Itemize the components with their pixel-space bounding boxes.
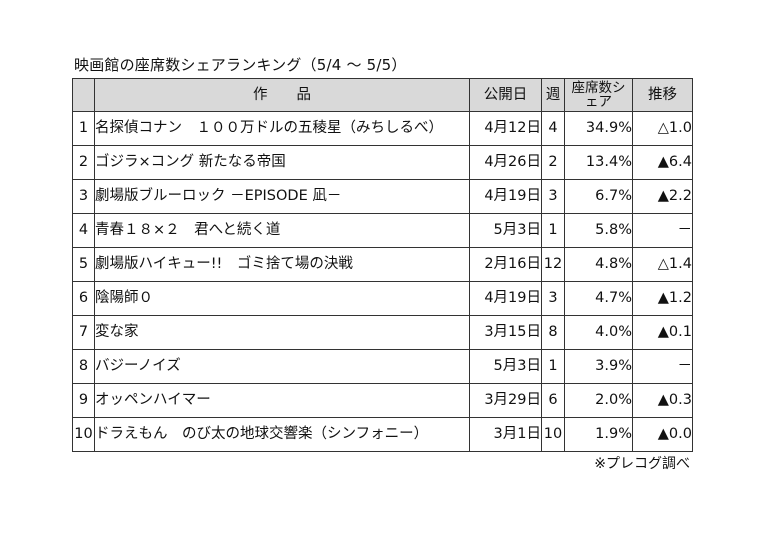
header-week: 週 [541,78,565,112]
week-cell: 1 [541,349,565,384]
page-title: 映画館の座席数シェアランキング（5/4 ～ 5/5） [74,56,407,74]
release-cell: 5月3日 [469,349,542,384]
release-cell: 3月29日 [469,383,542,418]
week-cell: 3 [541,179,565,214]
week-cell: 6 [541,383,565,418]
rank-cell: 2 [72,145,95,180]
title-cell: 陰陽師０ [94,281,470,316]
week-cell: 8 [541,315,565,350]
release-cell: 5月3日 [469,213,542,248]
week-cell: 1 [541,213,565,248]
title-cell: ドラえもん のび太の地球交響楽（シンフォニー） [94,417,470,452]
share-cell: 4.0% [564,315,633,350]
share-cell: 2.0% [564,383,633,418]
trend-cell: － [632,349,693,384]
release-cell: 4月19日 [469,281,542,316]
trend-cell: － [632,213,693,248]
title-cell: 劇場版ハイキュー!! ゴミ捨て場の決戦 [94,247,470,282]
table-header-row: 作 品 公開日 週 座席数シェア 推移 [72,78,693,112]
rank-cell: 7 [72,315,95,350]
release-cell: 4月26日 [469,145,542,180]
source-note: ※プレコグ調べ [594,456,690,472]
rank-cell: 9 [72,383,95,418]
title-cell: オッペンハイマー [94,383,470,418]
table-row: 1 名探偵コナン １００万ドルの五稜星（みちしるべ） 4月12日 4 34.9%… [72,111,693,146]
rank-cell: 8 [72,349,95,384]
title-cell: 青春１８×２ 君へと続く道 [94,213,470,248]
title-cell: 名探偵コナン １００万ドルの五稜星（みちしるべ） [94,111,470,146]
share-cell: 1.9% [564,417,633,452]
table-row: 9 オッペンハイマー 3月29日 6 2.0% ▲0.3 [72,383,693,418]
title-cell: 変な家 [94,315,470,350]
rank-cell: 10 [72,417,95,452]
trend-cell: ▲0.3 [632,383,693,418]
table-row: 10 ドラえもん のび太の地球交響楽（シンフォニー） 3月1日 10 1.9% … [72,417,693,452]
week-cell: 12 [541,247,565,282]
trend-cell: ▲2.2 [632,179,693,214]
rank-cell: 3 [72,179,95,214]
trend-cell: △1.0 [632,111,693,146]
share-cell: 13.4% [564,145,633,180]
trend-cell: ▲1.2 [632,281,693,316]
trend-cell: ▲6.4 [632,145,693,180]
rank-cell: 6 [72,281,95,316]
table-row: 8 バジーノイズ 5月3日 1 3.9% － [72,349,693,384]
release-cell: 3月15日 [469,315,542,350]
rank-cell: 1 [72,111,95,146]
table-row: 5 劇場版ハイキュー!! ゴミ捨て場の決戦 2月16日 12 4.8% △1.4 [72,247,693,282]
table-row: 6 陰陽師０ 4月19日 3 4.7% ▲1.2 [72,281,693,316]
title-cell: ゴジラ×コング 新たなる帝国 [94,145,470,180]
trend-cell: △1.4 [632,247,693,282]
table-row: 4 青春１８×２ 君へと続く道 5月3日 1 5.8% － [72,213,693,248]
share-cell: 3.9% [564,349,633,384]
header-rank [72,78,95,112]
share-cell: 34.9% [564,111,633,146]
header-release: 公開日 [469,78,542,112]
share-cell: 6.7% [564,179,633,214]
header-trend: 推移 [632,78,693,112]
rank-cell: 5 [72,247,95,282]
share-cell: 5.8% [564,213,633,248]
table-row: 3 劇場版ブルーロック －EPISODE 凪－ 4月19日 3 6.7% ▲2.… [72,179,693,214]
release-cell: 4月12日 [469,111,542,146]
trend-cell: ▲0.0 [632,417,693,452]
ranking-table: 作 品 公開日 週 座席数シェア 推移 1 名探偵コナン １００万ドルの五稜星（… [72,78,693,452]
release-cell: 2月16日 [469,247,542,282]
release-cell: 3月1日 [469,417,542,452]
trend-cell: ▲0.1 [632,315,693,350]
title-cell: バジーノイズ [94,349,470,384]
week-cell: 2 [541,145,565,180]
share-cell: 4.7% [564,281,633,316]
week-cell: 10 [541,417,565,452]
header-share: 座席数シェア [564,78,633,112]
release-cell: 4月19日 [469,179,542,214]
title-cell: 劇場版ブルーロック －EPISODE 凪－ [94,179,470,214]
week-cell: 4 [541,111,565,146]
rank-cell: 4 [72,213,95,248]
table-row: 7 変な家 3月15日 8 4.0% ▲0.1 [72,315,693,350]
table-row: 2 ゴジラ×コング 新たなる帝国 4月26日 2 13.4% ▲6.4 [72,145,693,180]
week-cell: 3 [541,281,565,316]
header-title: 作 品 [94,78,470,112]
share-cell: 4.8% [564,247,633,282]
